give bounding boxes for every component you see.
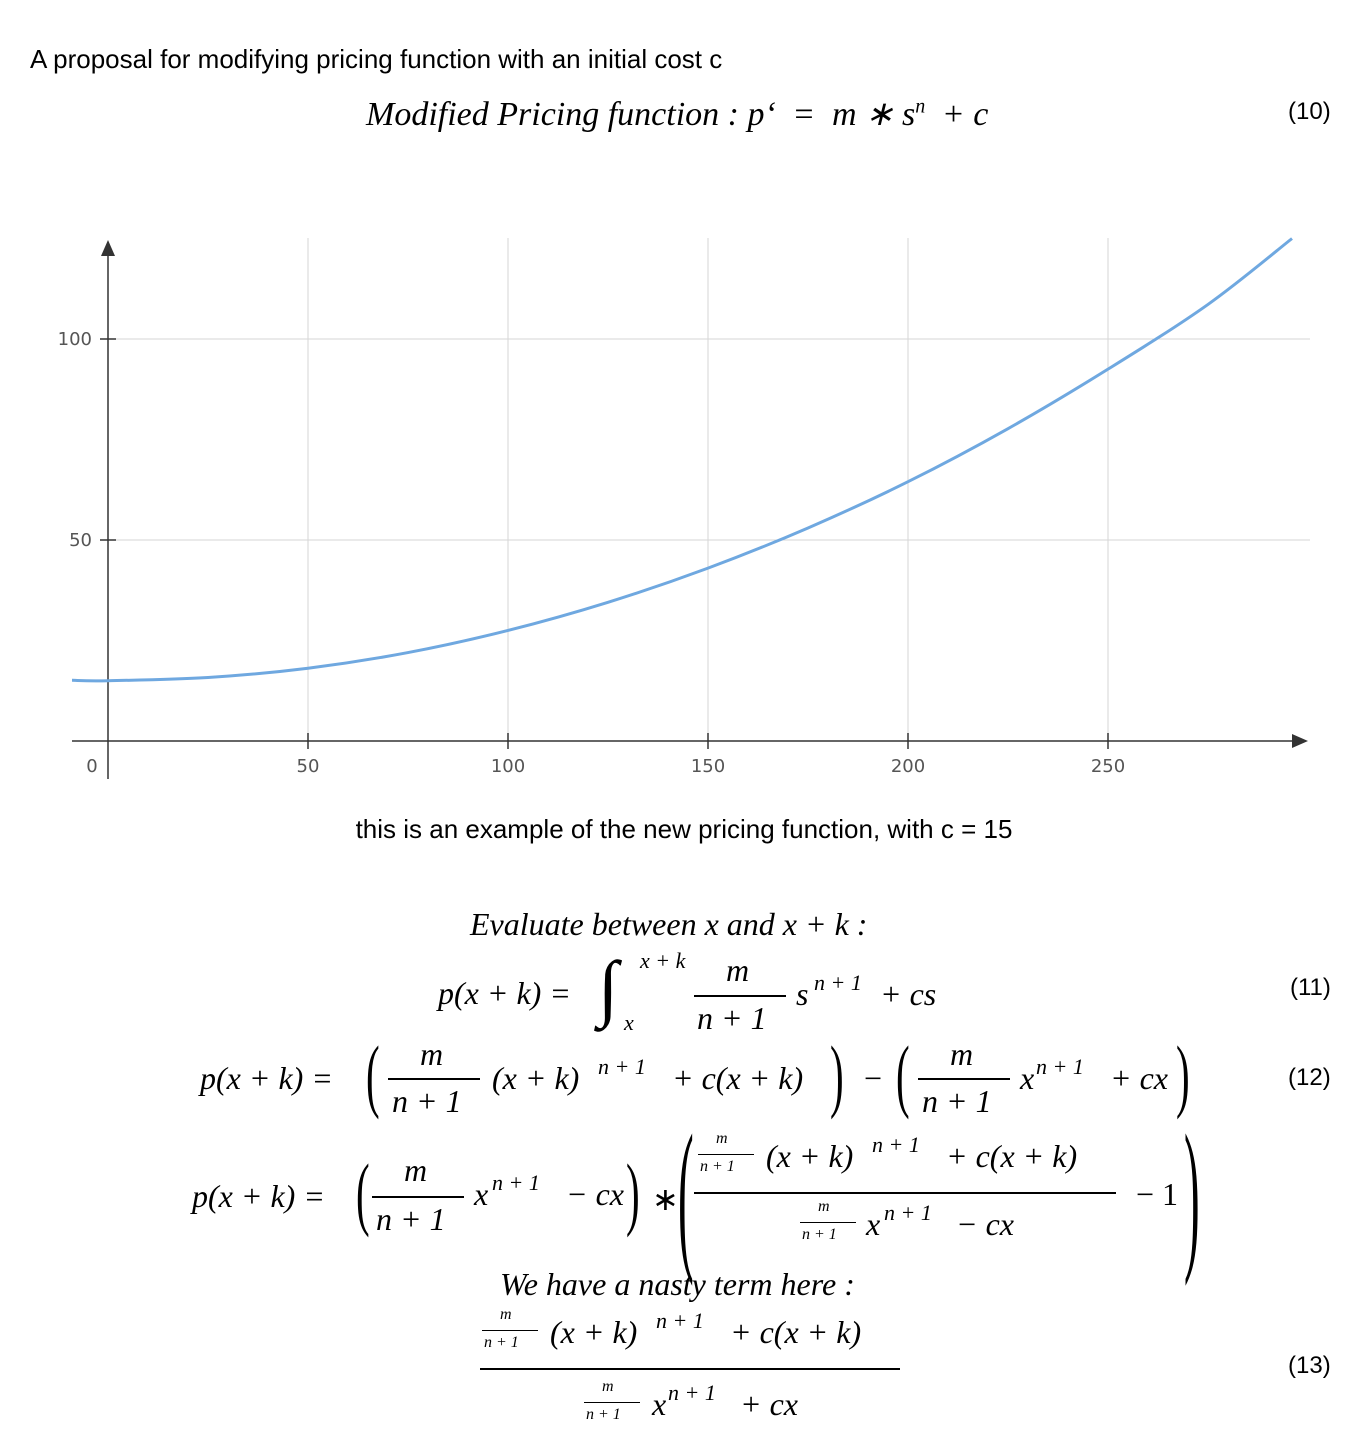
eq10-m-s: m ∗ s <box>832 96 916 133</box>
eq12-term1-tail: + c(x + k) <box>672 1060 804 1096</box>
equation-10: Modified Pricing function : p‘ = m ∗ sn … <box>366 94 988 134</box>
eq12b-small-bar-2 <box>800 1222 856 1223</box>
eq12b-exponent: n + 1 <box>492 1170 540 1195</box>
eq13-den-tail: + cx <box>740 1386 798 1422</box>
eq12b-inner-exponent-2: n + 1 <box>884 1200 932 1225</box>
eq12b-minus-one: − 1 <box>1136 1176 1179 1212</box>
chart-grid <box>108 238 1310 741</box>
eq13-main-frac-bar <box>480 1368 900 1370</box>
intro-text: A proposal for modifying pricing functio… <box>30 44 723 74</box>
eq12-exponent-1: n + 1 <box>598 1054 646 1079</box>
x-tick-label: 250 <box>1091 756 1125 777</box>
eq12b-inner-den: x <box>866 1206 881 1242</box>
eq11-integral-lower: x <box>624 1010 634 1035</box>
eq12b-frac-den: n + 1 <box>376 1201 446 1237</box>
eq12b-lhs: p(x + k) = <box>192 1178 325 1214</box>
eq12b-small-bar-1 <box>698 1154 754 1155</box>
eq12-frac2-den: n + 1 <box>922 1083 992 1119</box>
eq12-exponent-2: n + 1 <box>1036 1054 1084 1079</box>
eq10-exponent: n <box>915 95 926 118</box>
evaluate-heading: Evaluate between x and x + k : <box>470 906 868 942</box>
eq12b-small-num-1: m <box>716 1130 728 1147</box>
eq12-right-paren-1: ) <box>830 1029 844 1120</box>
nasty-term-heading: We have a nasty term here : <box>500 1266 855 1302</box>
equation-number-10: (10) <box>1288 98 1331 125</box>
x-tick-label: 200 <box>891 756 925 777</box>
eq13-exponent-1: n + 1 <box>656 1308 704 1333</box>
eq13-small-num-1: m <box>500 1306 512 1323</box>
eq12b-inner-num-tail: + c(x + k) <box>946 1138 1078 1174</box>
eq12-term1: (x + k) <box>492 1060 580 1096</box>
eq12b-inner-den-tail: − cx <box>956 1206 1014 1242</box>
eq12-frac2-num: m <box>950 1036 974 1072</box>
eq13-small-den-1: n + 1 <box>484 1334 519 1351</box>
x-tick-label: 150 <box>691 756 725 777</box>
eq12b-x: x <box>474 1176 489 1212</box>
eq12-term2: x <box>1020 1060 1035 1096</box>
eq11-s: s <box>796 976 809 1012</box>
eq12-left-paren-1: ( <box>366 1029 380 1120</box>
eq10-lhs: Modified Pricing function : <box>366 96 739 133</box>
x-tick-label: 0 <box>86 756 97 777</box>
eq12b-frac-num: m <box>404 1152 428 1188</box>
eq12b-inner-num: (x + k) <box>766 1138 854 1174</box>
eq12b-small-den-2: n + 1 <box>802 1226 837 1243</box>
eq12-minus: − <box>864 1060 883 1096</box>
series-line <box>71 237 1293 683</box>
x-tick-label: 50 <box>297 756 320 777</box>
chart-caption: this is an example of the new pricing fu… <box>355 814 1013 844</box>
eq12-frac1-num: m <box>420 1036 444 1072</box>
chart-axes <box>72 240 1308 779</box>
eq10-p-prime: p‘ <box>747 96 776 133</box>
x-tick-label: 100 <box>491 756 525 777</box>
eq11-frac-num: m <box>726 952 750 988</box>
eq11-frac-den: n + 1 <box>697 1000 767 1036</box>
eq12-frac2-bar <box>918 1078 1010 1080</box>
eq10-plus-c: + c <box>941 96 989 133</box>
eq13-small-bar-1 <box>482 1330 538 1331</box>
eq11-integral-upper: x + k <box>640 948 686 973</box>
eq13-num-term: (x + k) <box>550 1314 638 1350</box>
eq12-right-paren-2: ) <box>1176 1029 1190 1120</box>
eq12b-frac-bar <box>372 1196 464 1198</box>
eq13-den-term: x <box>652 1386 667 1422</box>
equation-number-11: (11) <box>1290 974 1331 1001</box>
integral-sign-icon: ∫ <box>598 947 619 1029</box>
x-axis-arrow-icon <box>1292 734 1308 748</box>
eq11-exponent: n + 1 <box>814 970 862 995</box>
eq12-lhs: p(x + k) = <box>200 1060 333 1096</box>
y-tick-label: 50 <box>69 530 92 551</box>
eq12b-minus-cx: − cx <box>566 1176 624 1212</box>
equation-number-13: (13) <box>1288 1352 1331 1379</box>
eq13-num-tail: + c(x + k) <box>730 1314 862 1350</box>
eq11-tail: + cs <box>880 976 937 1012</box>
y-tick-label: 100 <box>58 329 92 350</box>
eq13-small-den-2: n + 1 <box>586 1406 621 1423</box>
eq12b-right-paren: ) <box>626 1147 640 1238</box>
eq11-lhs: p(x + k) = <box>438 975 571 1011</box>
eq12b-small-den-1: n + 1 <box>700 1158 735 1175</box>
eq12b-main-frac-bar <box>694 1192 1116 1194</box>
eq12-term2-tail: + cx <box>1110 1060 1168 1096</box>
eq12b-inner-exponent-1: n + 1 <box>872 1132 920 1157</box>
eq12b-big-right-paren: ) <box>1184 1101 1200 1287</box>
eq13-exponent-2: n + 1 <box>668 1380 716 1405</box>
eq12-frac1-bar <box>388 1078 480 1080</box>
eq12b-small-num-2: m <box>818 1198 830 1215</box>
pricing-function-chart: 0 50 100 150 200 250 50 100 <box>58 237 1310 779</box>
eq13-small-bar-2 <box>584 1402 640 1403</box>
eq13-small-num-2: m <box>602 1378 614 1395</box>
eq11-frac-bar <box>694 995 786 997</box>
eq10-equals: = <box>794 96 814 133</box>
eq12-frac1-den: n + 1 <box>392 1083 462 1119</box>
y-axis-arrow-icon <box>101 240 115 256</box>
eq12b-times: ∗ <box>652 1181 679 1217</box>
eq12-left-paren-2: ( <box>896 1029 910 1120</box>
eq12b-big-left-paren: ( <box>678 1101 694 1287</box>
eq12b-left-paren: ( <box>356 1147 370 1238</box>
chart-ticks: 0 50 100 150 200 250 50 100 <box>58 329 1126 777</box>
equation-number-12: (12) <box>1288 1064 1331 1091</box>
